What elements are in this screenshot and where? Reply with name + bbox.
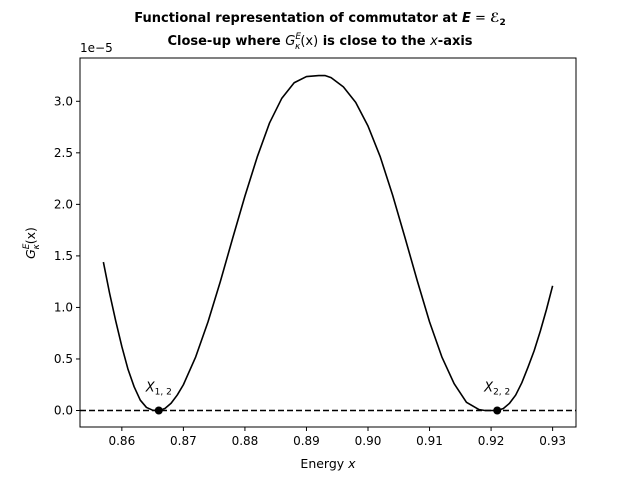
root-point-label: X1, 2 [145,381,172,398]
axes-frame [79,57,577,428]
y-offset-text: 1e−5 [80,41,113,55]
y-tick-label: 2.0 [54,197,73,211]
plot-area: X1, 2 X2, 2 [80,74,576,415]
x-tick-label: 0.89 [293,434,320,448]
x-tick-label: 0.88 [232,434,259,448]
y-axis-label: GEκ(x) [22,227,42,259]
series-line [102,74,554,412]
chart-title: Functional representation of commutator … [134,11,506,28]
x-tick-label: 0.87 [170,434,197,448]
x-axis-label: Energy x [300,456,356,471]
x-tick-label: 0.93 [539,434,566,448]
y-tick-label: 2.5 [54,146,73,160]
y-tick-label: 3.0 [54,94,73,108]
y-tick-label: 1.0 [54,300,73,314]
y-tick-label: 0.0 [54,404,73,418]
y-tick-label: 1.5 [54,249,73,263]
root-point [493,406,502,415]
y-tick-label: 0.5 [54,352,73,366]
root-point-label: X2, 2 [483,381,510,398]
x-tick-label: 0.90 [355,434,382,448]
chart-subtitle: Close-up where GE κ(x) is close to the x-… [167,32,472,52]
x-tick-label: 0.92 [478,434,505,448]
root-point [154,406,163,415]
x-tick-label: 0.86 [108,434,135,448]
x-tick-label: 0.91 [416,434,443,448]
axis-ticks: 0.86 0.87 0.88 0.89 0.90 0.91 0.92 0.93 0.0 0.5 1.… [54,94,566,448]
